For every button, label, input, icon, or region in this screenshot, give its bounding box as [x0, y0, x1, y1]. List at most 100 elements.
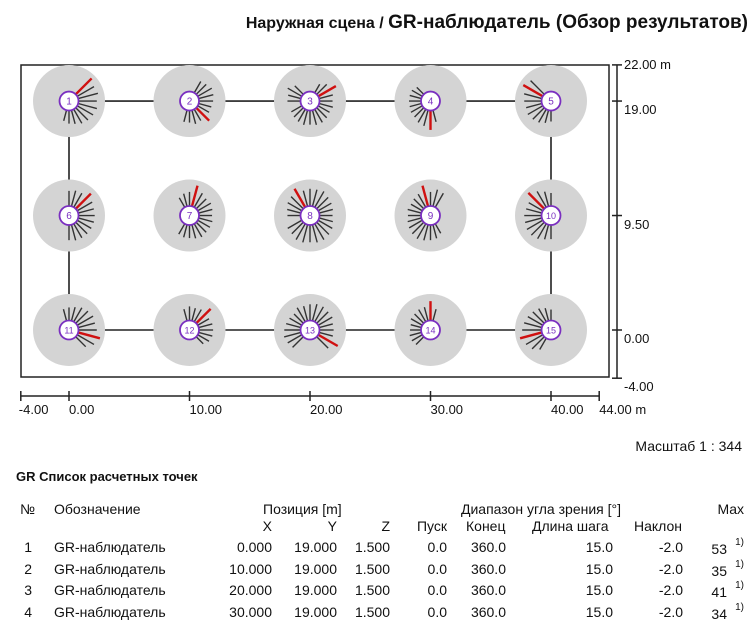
- cell-x: 30.000: [229, 603, 272, 620]
- ray: [313, 191, 325, 209]
- ray: [70, 109, 76, 125]
- ray: [411, 89, 424, 98]
- ray: [77, 217, 95, 223]
- ray: [409, 94, 422, 100]
- x-tick-label: 30.00: [430, 402, 464, 417]
- ray-max: [77, 331, 101, 340]
- ray: [196, 318, 210, 327]
- observer-marker: [420, 205, 441, 226]
- footnote-marker: 1): [735, 601, 744, 613]
- ray: [193, 81, 202, 94]
- ray: [290, 196, 305, 210]
- cell-y: 19.000: [294, 603, 337, 620]
- cell-y: 19.000: [294, 539, 337, 555]
- ray: [432, 109, 437, 122]
- cell-name: GR-наблюдатель: [54, 603, 166, 620]
- ray: [72, 192, 83, 209]
- ray: [297, 108, 307, 122]
- ray: [293, 313, 305, 325]
- observer-marker: [58, 319, 80, 341]
- cell-z: 1.500: [354, 603, 390, 620]
- ray: [525, 333, 544, 346]
- ray: [417, 193, 427, 209]
- header-name: Обозначение: [54, 501, 141, 517]
- cell-end: 360.0: [470, 603, 506, 620]
- observer-2: 2: [153, 65, 226, 138]
- ray: [530, 221, 546, 236]
- ray: [528, 202, 544, 212]
- ray: [315, 196, 329, 210]
- ray: [293, 106, 305, 118]
- x-tick-label: 44.00 m: [599, 402, 647, 417]
- ray: [525, 208, 543, 214]
- ray: [315, 335, 329, 349]
- cell-end: 360.0: [470, 582, 506, 598]
- cell-max: 34: [711, 605, 727, 622]
- ray: [287, 333, 303, 344]
- header-x: X: [262, 518, 272, 534]
- ray: [178, 222, 186, 235]
- ray: [311, 109, 318, 126]
- header-position: Позиция [m]: [263, 501, 342, 517]
- title-observer: GR-наблюдатель (Обзор результатов): [388, 12, 748, 33]
- cell-no: 3: [24, 582, 32, 598]
- header-no: №: [20, 501, 36, 517]
- ray: [315, 106, 328, 119]
- observer-label: 7: [187, 211, 193, 222]
- ray: [418, 309, 427, 323]
- ray: [523, 322, 543, 329]
- ray: [183, 109, 188, 122]
- ray: [313, 108, 323, 123]
- ray: [317, 316, 333, 327]
- observer-13: 13: [274, 294, 346, 366]
- ray: [302, 224, 309, 243]
- ray: [70, 190, 77, 208]
- ray-max: [190, 185, 199, 208]
- cell-z: 1.500: [354, 539, 390, 555]
- cell-step: 15.0: [585, 539, 613, 555]
- ray: [289, 317, 303, 327]
- ray: [417, 108, 427, 123]
- footnote-marker: 1): [735, 537, 744, 548]
- observer-7: 7: [153, 179, 226, 252]
- ray: [524, 217, 543, 224]
- cell-no: 1: [24, 539, 32, 555]
- ray-max: [195, 308, 212, 325]
- ray: [291, 104, 303, 113]
- ray: [317, 104, 330, 113]
- observer-6: 6: [33, 179, 105, 252]
- observer-rays: [409, 301, 437, 345]
- y-scale-bar: [612, 64, 622, 379]
- x-tick-label: -4.00: [18, 402, 49, 417]
- y-tick-label: -4.00: [624, 379, 654, 395]
- ray: [318, 208, 333, 214]
- ray: [409, 102, 422, 108]
- ray: [434, 222, 442, 234]
- observer-label: 11: [64, 326, 73, 336]
- ray: [525, 102, 543, 109]
- observer-marker: [179, 319, 200, 341]
- cell-tilt: -2.0: [658, 539, 683, 555]
- header-z: Z: [381, 518, 390, 534]
- ray: [537, 222, 548, 240]
- ray: [527, 104, 544, 116]
- cell-z: 1.500: [354, 560, 390, 577]
- cell-y: 19.000: [294, 560, 337, 577]
- footnote-marker: 1): [735, 580, 744, 591]
- observer-label: 15: [546, 326, 556, 336]
- ray: [526, 219, 544, 231]
- observer-marker: [179, 90, 200, 112]
- ray: [543, 191, 550, 208]
- ray: [311, 189, 318, 208]
- ray: [182, 224, 188, 238]
- observer-rays: [407, 185, 444, 241]
- observer-4: 4: [394, 65, 467, 138]
- observer-14: 14: [394, 294, 467, 366]
- cell-step: 15.0: [585, 603, 613, 620]
- ray: [191, 308, 197, 322]
- x-tick-label: 10.00: [189, 402, 223, 417]
- ray: [410, 324, 422, 329]
- ray-max: [317, 85, 337, 98]
- ray: [407, 208, 422, 214]
